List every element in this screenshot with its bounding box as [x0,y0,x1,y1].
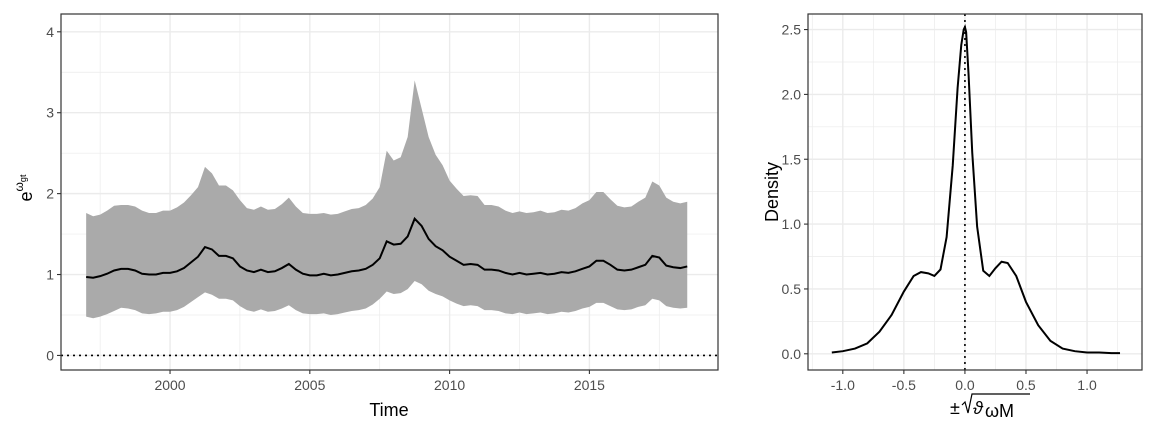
y-tick-label: 1.5 [782,151,802,167]
x-axis-ticks: -1.0 -0.5 0.0 0.5 1.0 [831,370,1097,393]
y-tick-label: 0.0 [782,346,802,362]
x-axis-title: ± ϑ ωM [950,393,1030,421]
y-axis-title: eωgt [12,174,36,201]
uncertainty-band [86,80,688,319]
x-axis-title-symbol: ϑ [973,398,984,418]
y-tick-label: 1 [46,267,54,283]
y-axis-title: Density [762,162,782,222]
x-tick-label: 0.0 [955,377,975,393]
time-series-panel: 2000 2005 2010 2015 0 1 2 3 4 Time eωgt [12,13,719,420]
minor-gridlines [808,14,1142,370]
y-axis-ticks: 0.0 0.5 1.0 1.5 2.0 2.5 [782,22,808,362]
panel-border [807,13,1143,371]
y-tick-label: 2.0 [782,86,802,102]
x-axis-title: Time [369,400,408,420]
y-axis-ticks: 0 1 2 3 4 [46,24,61,363]
x-tick-label: 2000 [154,377,185,393]
x-tick-label: 2005 [294,377,325,393]
density-panel: -1.0 -0.5 0.0 0.5 1.0 0.0 0.5 1.0 1.5 2.0 2.5 Den… [762,13,1143,421]
x-axis-title-prefix: ± [950,398,960,418]
x-tick-label: 1.0 [1077,377,1097,393]
y-axis-title-sup: ω [12,182,26,191]
x-tick-label: -1.0 [831,377,855,393]
y-tick-label: 4 [46,24,54,40]
median-line [86,216,688,279]
sqrt-sign [961,393,1030,414]
major-gridlines [808,14,1142,370]
y-tick-label: 0 [46,347,54,363]
x-tick-label: 2015 [574,377,605,393]
y-tick-label: 0.5 [782,281,802,297]
x-axis-ticks: 2000 2005 2010 2015 [154,370,605,393]
panel-border [60,13,719,371]
y-axis-title-sub: gt [18,174,28,182]
y-tick-label: 2 [46,186,54,202]
x-tick-label: -0.5 [892,377,916,393]
y-tick-label: 1.0 [782,216,802,232]
y-tick-label: 3 [46,105,54,121]
x-tick-label: 0.5 [1016,377,1036,393]
x-axis-title-sub: ωM [985,401,1014,421]
density-curve [831,23,1121,355]
y-tick-label: 2.5 [782,22,802,38]
x-tick-label: 2010 [434,377,465,393]
y-axis-title-base: e [16,191,36,201]
